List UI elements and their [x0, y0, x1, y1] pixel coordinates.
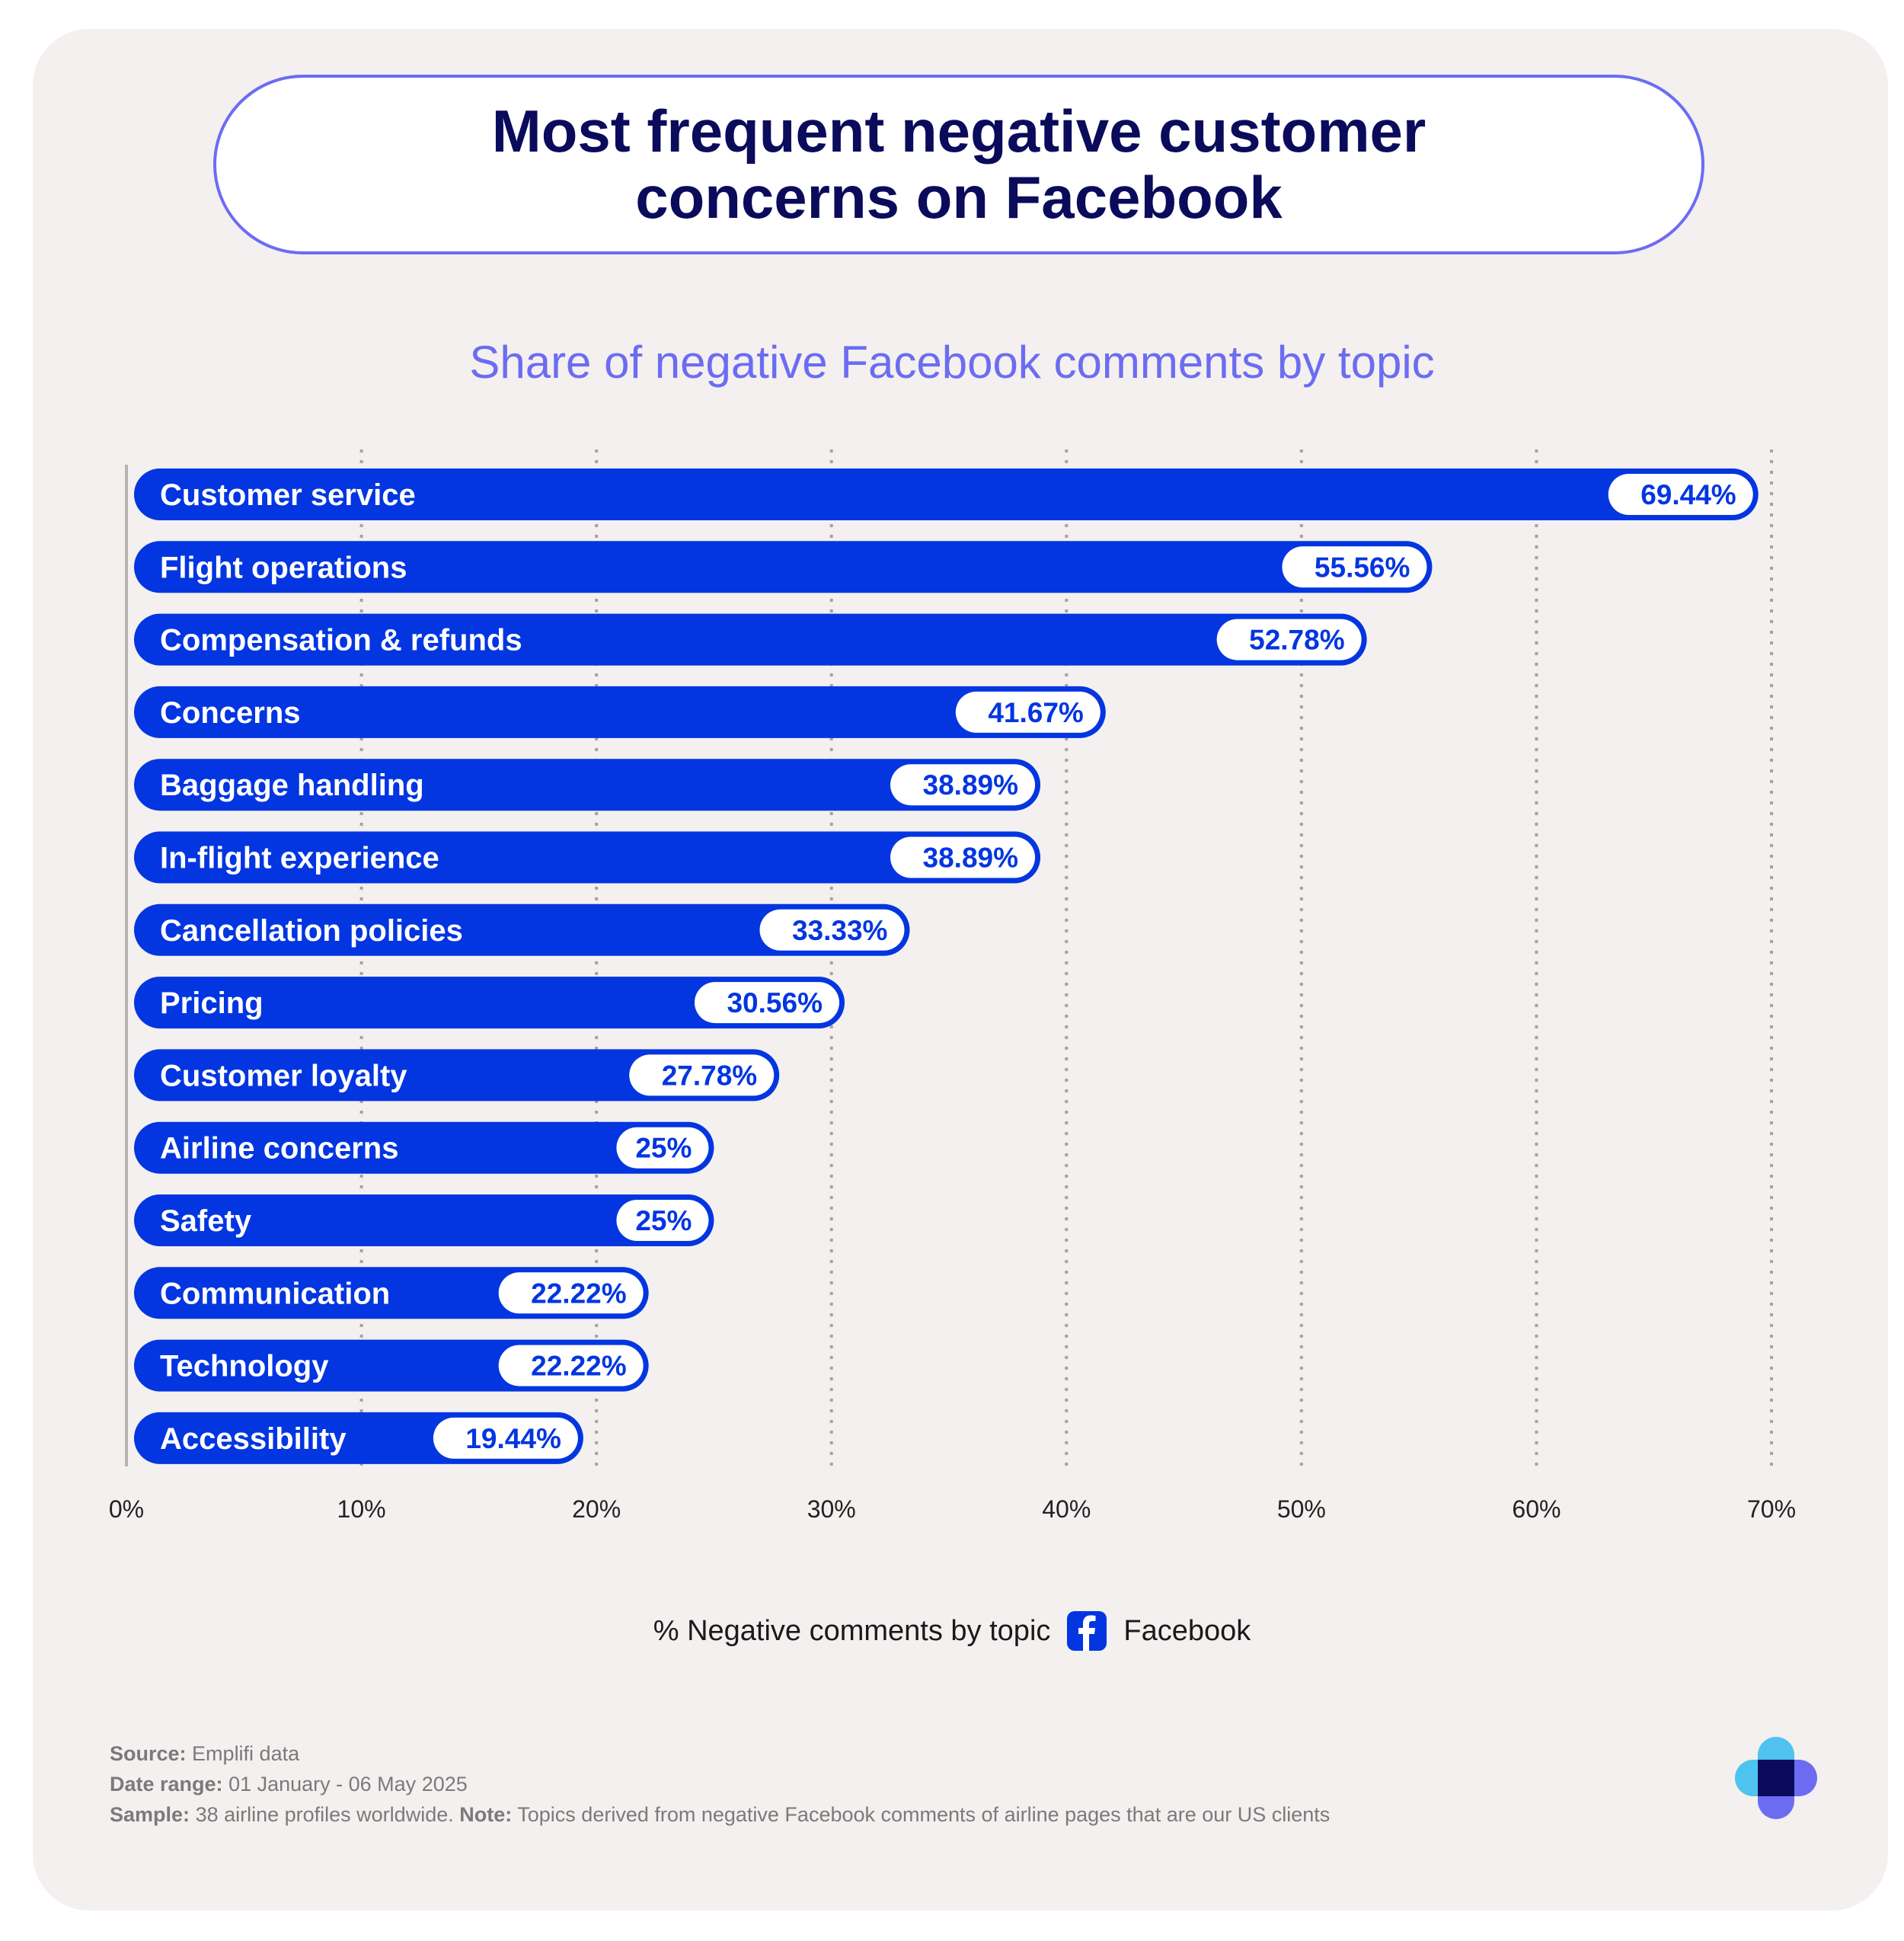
bar-value-label: 22.22% — [531, 1277, 627, 1309]
x-tick-label: 60% — [1512, 1495, 1561, 1523]
bar-category-label: Airline concerns — [160, 1132, 398, 1166]
bar — [134, 1194, 714, 1246]
value-pill — [955, 691, 1101, 733]
bar-row: Concerns 41.67% — [134, 686, 1106, 738]
bar-category-label: Pricing — [160, 986, 264, 1020]
value-pill — [433, 1417, 578, 1459]
x-axis-ticks: 0% 10% 20% 30% 40% 50% 60% 70% — [109, 1495, 1796, 1523]
bar-row: In-flight experience 38.89% — [134, 831, 1041, 884]
x-tick-label: 30% — [807, 1495, 856, 1523]
bar-category-label: Cancellation policies — [160, 914, 463, 948]
bar-value-label: 38.89% — [923, 843, 1019, 874]
value-pill — [498, 1272, 644, 1314]
bar-value-label: 25% — [635, 1205, 692, 1236]
value-pill — [498, 1345, 644, 1386]
bar-category-label: Accessibility — [160, 1422, 347, 1456]
bar-row: Communication 22.22% — [134, 1267, 649, 1319]
bar-category-label: Communication — [160, 1277, 390, 1310]
bar — [134, 468, 1759, 520]
value-pill — [890, 836, 1036, 878]
bar — [134, 1121, 714, 1174]
bar-category-label: Safety — [160, 1204, 252, 1238]
value-pill — [890, 764, 1036, 806]
bar-value-label: 41.67% — [988, 697, 1084, 728]
bar-row: Flight operations 55.56% — [134, 541, 1433, 593]
bar-category-label: Compensation & refunds — [160, 624, 522, 657]
grid-lines — [125, 449, 1773, 1466]
x-tick-label: 10% — [337, 1495, 386, 1523]
bar-value-label: 38.89% — [923, 769, 1019, 801]
bar — [134, 977, 845, 1029]
legend: % Negative comments by topic Facebook — [0, 1611, 1904, 1651]
bar-value-label: 19.44% — [465, 1423, 561, 1454]
legend-label: % Negative comments by topic — [653, 1614, 1051, 1647]
x-tick-label: 0% — [109, 1495, 144, 1523]
bar-value-label: 22.22% — [531, 1351, 627, 1382]
bar-value-label: 69.44% — [1640, 479, 1736, 510]
bar — [134, 903, 910, 956]
bar-row: Accessibility 19.44% — [134, 1412, 583, 1464]
bar — [134, 759, 1041, 811]
x-tick-label: 40% — [1042, 1495, 1091, 1523]
emplifi-logo — [1735, 1737, 1817, 1819]
bar-row: Airline concerns 25% — [134, 1121, 714, 1174]
bar-value-label: 52.78% — [1249, 625, 1345, 656]
card-background — [33, 29, 1888, 1911]
value-pill — [694, 982, 839, 1024]
x-tick-label: 70% — [1747, 1495, 1796, 1523]
value-pill — [629, 1054, 775, 1096]
bar-category-label: Customer service — [160, 478, 416, 512]
bar-value-label: 33.33% — [792, 915, 888, 946]
bar-category-label: Customer loyalty — [160, 1059, 407, 1092]
bar-row: Customer loyalty 27.78% — [134, 1049, 780, 1102]
bar-row: Cancellation policies 33.33% — [134, 903, 910, 956]
bar — [134, 831, 1041, 884]
footnote: Source: Emplifi data Date range: 01 Janu… — [110, 1738, 1330, 1830]
bar-category-label: Baggage handling — [160, 769, 424, 802]
x-tick-label: 20% — [572, 1495, 621, 1523]
bar-value-label: 27.78% — [662, 1060, 758, 1091]
bar — [134, 541, 1433, 593]
x-tick-label: 50% — [1277, 1495, 1326, 1523]
footnote-sample: Sample: 38 airline profiles worldwide. N… — [110, 1803, 1331, 1826]
bar-row: Compensation & refunds 52.78% — [134, 613, 1367, 666]
bar-value-label: 25% — [635, 1133, 692, 1164]
bar-category-label: In-flight experience — [160, 842, 439, 875]
value-pill — [1608, 474, 1753, 515]
bar-category-label: Technology — [160, 1350, 329, 1383]
footnote-date-range: Date range: 01 January - 06 May 2025 — [110, 1773, 468, 1796]
bar — [134, 1049, 780, 1102]
bar-row: Customer service 69.44% — [134, 468, 1759, 520]
value-pill — [616, 1127, 709, 1169]
value-pill — [1282, 546, 1427, 588]
bar — [134, 686, 1106, 738]
footnote-source: Source: Emplifi data — [110, 1742, 300, 1765]
bar — [134, 613, 1367, 666]
bar-row: Safety 25% — [134, 1194, 714, 1246]
page-title: Most frequent negative customer concerns… — [491, 98, 1426, 231]
bar-row: Technology 22.22% — [134, 1339, 649, 1392]
value-pill — [616, 1200, 709, 1241]
bar-value-label: 30.56% — [727, 987, 823, 1018]
bar-value-label: 55.56% — [1315, 552, 1410, 583]
value-pill — [759, 909, 905, 951]
bars: Customer service 69.44% Flight operations 5… — [134, 468, 1759, 1464]
facebook-icon — [1067, 1611, 1107, 1651]
bar-category-label: Flight operations — [160, 551, 407, 584]
title-pill: Most frequent negative customer concerns… — [213, 75, 1704, 254]
legend-platform: Facebook — [1123, 1614, 1251, 1647]
bar-row: Baggage handling 38.89% — [134, 759, 1041, 811]
value-pill — [1216, 619, 1362, 660]
bar-row: Pricing 30.56% — [134, 977, 845, 1029]
chart-subtitle: Share of negative Facebook comments by t… — [469, 337, 1435, 388]
bar-category-label: Concerns — [160, 696, 301, 730]
